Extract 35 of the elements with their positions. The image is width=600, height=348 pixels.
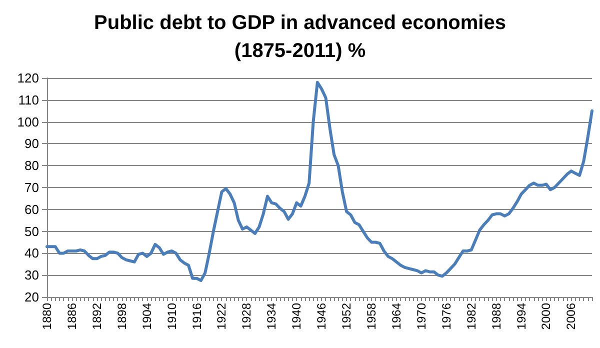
x-tick-label: 1976 bbox=[439, 302, 454, 330]
x-tick-label: 1934 bbox=[264, 302, 279, 330]
y-tick-label: 110 bbox=[18, 92, 39, 108]
x-tick-label: 1946 bbox=[314, 302, 329, 330]
y-tick-label: 20 bbox=[24, 290, 39, 304]
x-tick-label: 1940 bbox=[290, 302, 304, 330]
x-tick-label: 2000 bbox=[539, 302, 554, 330]
x-tick-label: 1898 bbox=[114, 302, 129, 330]
x-tick-label: 1886 bbox=[64, 302, 79, 330]
y-tick-label: 70 bbox=[24, 180, 39, 195]
x-tick-label: 1952 bbox=[340, 302, 354, 330]
y-tick-label: 40 bbox=[24, 246, 39, 261]
x-tick-label: 1958 bbox=[364, 302, 379, 330]
x-tick-label: 2006 bbox=[564, 302, 578, 330]
x-tick-label: 1988 bbox=[489, 302, 504, 330]
x-tick-label: 1970 bbox=[414, 302, 428, 330]
x-tick-label: 1994 bbox=[514, 302, 528, 330]
x-tick-label: 1904 bbox=[140, 302, 154, 330]
x-tick-label: 1910 bbox=[164, 302, 179, 330]
y-tick-label: 120 bbox=[17, 70, 39, 86]
x-tick-label: 1916 bbox=[190, 302, 204, 330]
chart-title: Public debt to GDP in advanced economies (1875-2011) % bbox=[94, 12, 506, 62]
line-series bbox=[46, 80, 594, 282]
y-tick-label: 60 bbox=[24, 202, 39, 217]
y-tick-label: 80 bbox=[24, 158, 39, 174]
x-tick-label: 1982 bbox=[464, 302, 478, 330]
x-tick-label: 1880 bbox=[40, 302, 54, 330]
x-tick-label: 1922 bbox=[214, 302, 229, 330]
y-tick-label: 50 bbox=[24, 224, 39, 239]
y-tick-label: 100 bbox=[17, 114, 39, 130]
x-tick-label: 1964 bbox=[389, 302, 404, 330]
x-tick-label: 1928 bbox=[240, 302, 254, 330]
x-tick-label: 1892 bbox=[90, 302, 104, 330]
y-tick-label: 90 bbox=[24, 136, 39, 152]
y-tick-label: 30 bbox=[24, 268, 39, 283]
